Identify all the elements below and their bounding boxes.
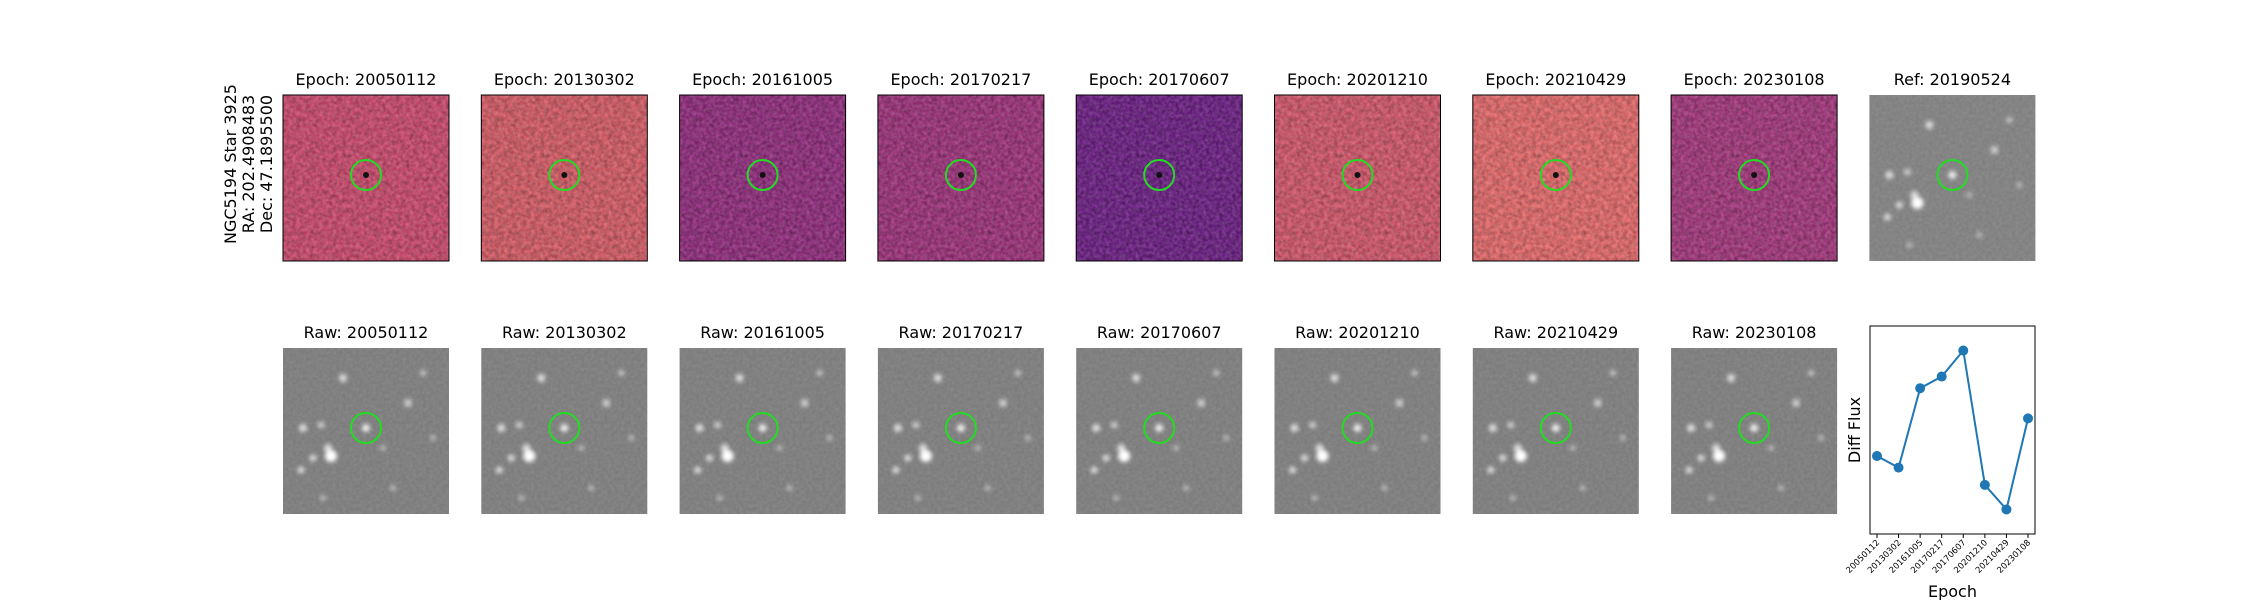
side-label-line: NGC5194 Star 3925 bbox=[221, 84, 240, 244]
source bbox=[759, 172, 766, 178]
x-axis-label: Epoch bbox=[1928, 582, 1977, 600]
side-label-line: Dec: 47.1895500 bbox=[257, 95, 276, 233]
panel-title: Epoch: 20230108 bbox=[1684, 70, 1825, 89]
side-label-line: RA: 202.4908483 bbox=[239, 95, 258, 234]
image-panel bbox=[1472, 348, 1639, 514]
panel-title: Raw: 20230108 bbox=[1692, 323, 1817, 342]
source bbox=[1354, 172, 1361, 178]
panel-title: Epoch: 20210429 bbox=[1485, 70, 1626, 89]
image-frame bbox=[679, 94, 847, 262]
y-axis-label: Diff Flux bbox=[1845, 397, 1864, 463]
source bbox=[1751, 172, 1758, 178]
image-frame bbox=[1472, 94, 1640, 262]
image-panel bbox=[1472, 94, 1640, 262]
image-panel bbox=[1274, 94, 1441, 262]
panel-title: Epoch: 20170217 bbox=[890, 70, 1031, 89]
target-circle bbox=[350, 159, 382, 191]
target-circle bbox=[1341, 159, 1374, 191]
target-circle bbox=[944, 159, 977, 191]
target-circle bbox=[1341, 412, 1374, 444]
point bbox=[1893, 462, 1904, 473]
source bbox=[363, 172, 369, 178]
panel-title: Epoch: 20130302 bbox=[494, 70, 635, 89]
target-circle bbox=[1738, 412, 1771, 444]
panel-title: Raw: 20161005 bbox=[700, 323, 825, 342]
point bbox=[1958, 345, 1969, 356]
point bbox=[2001, 504, 2012, 515]
side-label: NGC5194 Star 3925 RA: 202.4908483 Dec: 4… bbox=[221, 84, 276, 244]
source bbox=[957, 172, 964, 178]
image-frame bbox=[282, 94, 450, 262]
point bbox=[1979, 479, 1990, 490]
target-circle bbox=[746, 412, 779, 444]
target-circle bbox=[1539, 412, 1572, 444]
target-circle bbox=[1539, 159, 1572, 191]
point bbox=[2023, 413, 2033, 424]
image-panel bbox=[1670, 94, 1838, 262]
image-panel bbox=[1076, 348, 1243, 514]
target-circle bbox=[1143, 412, 1176, 444]
plot-frame bbox=[1869, 325, 2036, 535]
image-panel bbox=[481, 348, 648, 514]
image-frame bbox=[877, 94, 1045, 262]
series-line bbox=[1876, 348, 2029, 512]
source bbox=[1156, 172, 1163, 178]
target-circle bbox=[746, 159, 779, 191]
panel-title: Epoch: 20161005 bbox=[692, 70, 833, 89]
image-panel bbox=[877, 94, 1045, 262]
panel-title: Ref: 20190524 bbox=[1894, 70, 2011, 89]
image-panel bbox=[1869, 95, 2036, 261]
image-frame bbox=[1075, 94, 1243, 262]
panel-title: Raw: 20170607 bbox=[1097, 323, 1222, 342]
panel-title: Epoch: 20050112 bbox=[296, 70, 437, 89]
image-frame bbox=[1670, 94, 1838, 262]
image-panel bbox=[1671, 348, 1838, 514]
point bbox=[1872, 451, 1882, 461]
image-panel bbox=[283, 348, 449, 514]
target-circle bbox=[548, 159, 581, 191]
point bbox=[1936, 371, 1947, 382]
point bbox=[1915, 383, 1926, 394]
panel-title: Raw: 20210429 bbox=[1493, 323, 1618, 342]
target-circle bbox=[944, 412, 977, 444]
image-frame bbox=[480, 94, 648, 262]
image-panel bbox=[1274, 348, 1441, 514]
target-circle bbox=[1738, 159, 1771, 191]
panel-title: Raw: 20201210 bbox=[1295, 323, 1420, 342]
image-frame bbox=[1274, 94, 1441, 262]
target-circle bbox=[548, 412, 581, 444]
panel-title: Raw: 20170217 bbox=[899, 323, 1024, 342]
panel-title: Raw: 20130302 bbox=[502, 323, 627, 342]
source bbox=[1552, 172, 1559, 178]
source bbox=[561, 172, 568, 178]
image-panel bbox=[679, 94, 847, 262]
image-panel bbox=[679, 348, 846, 514]
target-circle bbox=[350, 412, 382, 444]
image-panel bbox=[1075, 94, 1243, 262]
target-circle bbox=[1936, 159, 1969, 191]
image-panel bbox=[877, 348, 1044, 514]
panel-title: Epoch: 20170607 bbox=[1089, 70, 1230, 89]
panel-title: Raw: 20050112 bbox=[304, 323, 429, 342]
panel-title: Epoch: 20201210 bbox=[1287, 70, 1428, 89]
image-panel bbox=[282, 94, 450, 262]
image-panel bbox=[480, 94, 648, 262]
target-circle bbox=[1143, 159, 1176, 191]
